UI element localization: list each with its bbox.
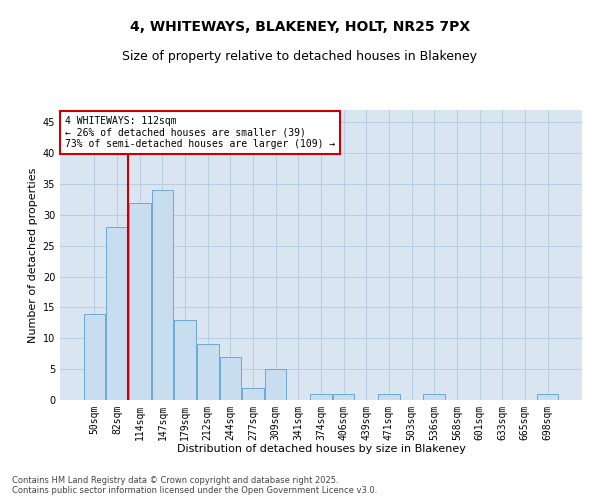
Bar: [537, 394, 558, 400]
Bar: [175, 320, 196, 400]
Bar: [106, 227, 128, 400]
Bar: [197, 344, 218, 400]
Bar: [424, 394, 445, 400]
Bar: [265, 369, 286, 400]
Bar: [84, 314, 105, 400]
Text: Size of property relative to detached houses in Blakeney: Size of property relative to detached ho…: [122, 50, 478, 63]
X-axis label: Distribution of detached houses by size in Blakeney: Distribution of detached houses by size …: [176, 444, 466, 454]
Y-axis label: Number of detached properties: Number of detached properties: [28, 168, 38, 342]
Text: Contains HM Land Registry data © Crown copyright and database right 2025.
Contai: Contains HM Land Registry data © Crown c…: [12, 476, 377, 495]
Bar: [152, 190, 173, 400]
Bar: [310, 394, 332, 400]
Bar: [333, 394, 355, 400]
Bar: [242, 388, 264, 400]
Bar: [129, 202, 151, 400]
Text: 4 WHITEWAYS: 112sqm
← 26% of detached houses are smaller (39)
73% of semi-detach: 4 WHITEWAYS: 112sqm ← 26% of detached ho…: [65, 116, 335, 149]
Text: 4, WHITEWAYS, BLAKENEY, HOLT, NR25 7PX: 4, WHITEWAYS, BLAKENEY, HOLT, NR25 7PX: [130, 20, 470, 34]
Bar: [378, 394, 400, 400]
Bar: [220, 357, 241, 400]
